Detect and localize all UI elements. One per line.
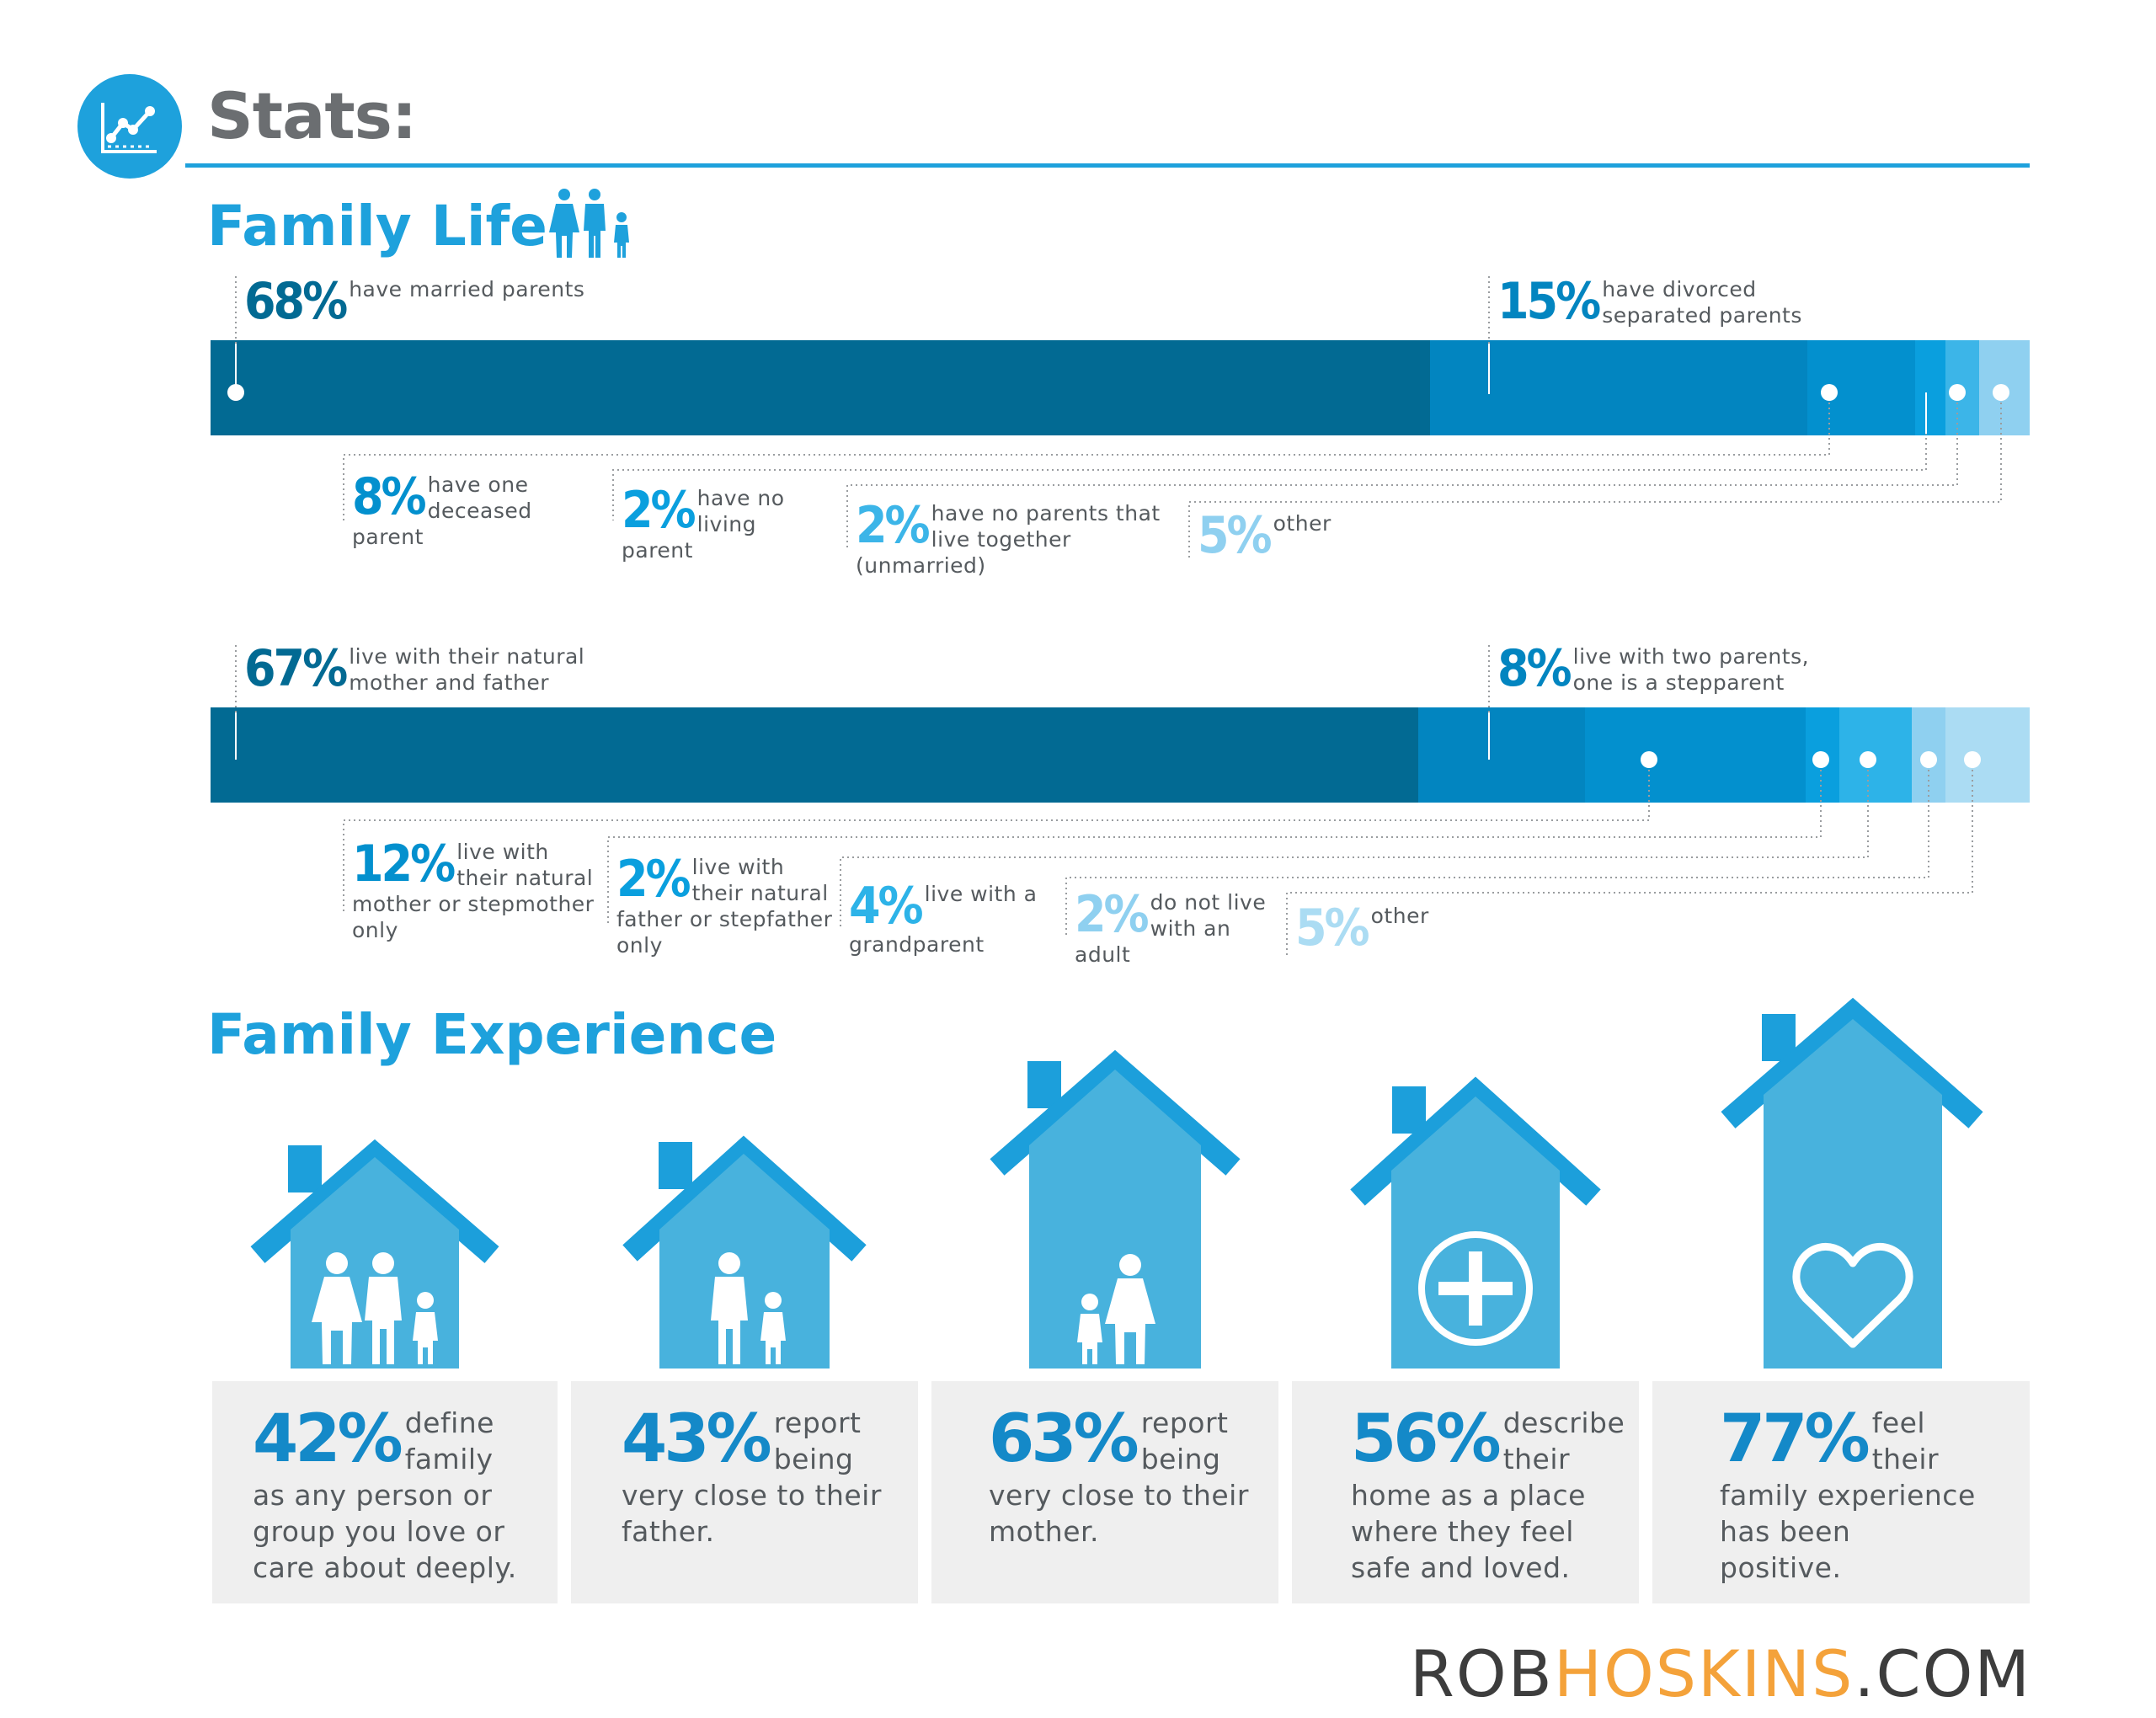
- bar-segment-stepparent: [1418, 707, 1585, 803]
- house-mother-child-icon: [990, 1049, 1241, 1369]
- stat-label: other: [1370, 904, 1429, 928]
- bar-segment-mother-only: [1585, 707, 1806, 803]
- stat-label: have divorced separated parents: [1602, 277, 1802, 328]
- footer-brand[interactable]: ROBHOSKINS.COM: [1410, 1642, 2031, 1706]
- card-bg: [212, 1381, 558, 1603]
- stat-value: 5%: [1295, 899, 1370, 958]
- experience-stat-1: 42% define family as any person or group…: [253, 1405, 531, 1586]
- family-icon: [549, 189, 629, 258]
- line-chart-icon: [101, 103, 157, 153]
- experience-stat-5: 77% feel their family experience has bee…: [1720, 1405, 1981, 1586]
- stat-value: 2%: [616, 850, 691, 909]
- stat-label: have married parents: [349, 277, 585, 301]
- stat-label: live with a grandparent: [849, 882, 1038, 957]
- stat-value: 43%: [622, 1401, 772, 1477]
- stat-value: 8%: [352, 467, 427, 526]
- stat-label: live with their natural mother and fathe…: [349, 644, 585, 695]
- marker-dot: [1920, 751, 1937, 768]
- card-bg: [1652, 1381, 2030, 1603]
- stat-label: have one deceased parent: [352, 472, 532, 549]
- section-title-family-life: Family Life: [207, 194, 547, 259]
- experience-stat-2: 43% report being very close to their fat…: [622, 1405, 899, 1550]
- bar-segment-grandparent: [1839, 707, 1912, 803]
- marker-dot: [1949, 384, 1966, 401]
- stat-text: feel their family experience has been po…: [1720, 1406, 1976, 1584]
- stat-deceased: 8% have one deceased parent: [352, 472, 596, 550]
- stat-value: 2%: [856, 496, 931, 555]
- stat-value: 77%: [1720, 1401, 1870, 1477]
- bar-chart-parents: [211, 340, 2030, 435]
- experience-stat-4: 56% describe their home as a place where…: [1351, 1405, 1629, 1586]
- bar-segment-no-living: [1915, 340, 1945, 435]
- stat-text: report being very close to their father.: [622, 1406, 882, 1548]
- footer-brand-rob: ROB: [1410, 1636, 1554, 1711]
- house-family-icon: [250, 1139, 499, 1369]
- bar-segment-natural-parents: [211, 707, 1418, 803]
- card-bg: [931, 1381, 1278, 1603]
- stat-other: 5% other: [1198, 510, 1366, 561]
- stat-value: 63%: [989, 1401, 1139, 1477]
- bar-chart-living: [211, 707, 2030, 803]
- marker-dot: [1860, 751, 1876, 768]
- card-bg: [571, 1381, 918, 1603]
- footer-brand-hoskins: HOSKINS: [1553, 1636, 1854, 1711]
- stat-value: 15%: [1497, 272, 1601, 331]
- stat-value: 42%: [253, 1401, 403, 1477]
- house-icons: [250, 997, 1983, 1369]
- stat-grandparent: 4% live with a grandparent: [849, 881, 1051, 958]
- card-bg: [1292, 1381, 1639, 1603]
- stat-label: live with their natural mother or stepmo…: [352, 840, 595, 942]
- stat-mother-only: 12% live with their natural mother or st…: [352, 839, 596, 943]
- stat-no-living: 2% have no living parent: [622, 485, 832, 563]
- stat-value: 8%: [1497, 639, 1572, 698]
- experience-stat-3: 63% report being very close to their mot…: [989, 1405, 1267, 1550]
- bar-segment-other-2: [1945, 707, 2030, 803]
- stat-divorced: 15% have divorced separated parents: [1497, 276, 1868, 328]
- stat-text: report being very close to their mother.: [989, 1406, 1249, 1548]
- stat-married: 68% have married parents: [244, 276, 716, 327]
- stat-natural-parents: 67% live with their natural mother and f…: [244, 643, 615, 696]
- stat-value: 12%: [352, 835, 456, 894]
- stat-value: 4%: [849, 877, 924, 936]
- marker-dot: [227, 384, 244, 401]
- stat-label: live with two parents, one is a steppare…: [1572, 644, 1810, 695]
- stat-unmarried: 2% have no parents that live together (u…: [856, 500, 1176, 579]
- footer-brand-com: .COM: [1854, 1636, 2031, 1711]
- stat-text: describe their home as a place where the…: [1351, 1406, 1625, 1584]
- marker-dot: [1964, 751, 1981, 768]
- house-plus-icon: [1350, 1076, 1601, 1369]
- stat-value: 67%: [244, 639, 348, 698]
- stat-other-2: 5% other: [1295, 903, 1464, 953]
- stat-label: have no living parent: [622, 486, 785, 563]
- stat-value: 68%: [244, 272, 348, 331]
- stat-stepparent: 8% live with two parents, one is a stepp…: [1497, 643, 1851, 696]
- stat-label: live with their natural father or stepfa…: [616, 855, 833, 958]
- page-title: Stats:: [207, 78, 417, 153]
- stat-no-adult: 2% do not live with an adult: [1075, 889, 1277, 968]
- stats-badge: [77, 74, 182, 179]
- stat-label: have no parents that live together (unma…: [856, 501, 1161, 578]
- stat-value: 56%: [1351, 1401, 1502, 1477]
- house-father-child-icon: [622, 1135, 867, 1369]
- bar-segment-married: [211, 340, 1430, 435]
- house-heart-icon: [1721, 997, 1983, 1369]
- stat-label: do not live with an adult: [1075, 890, 1267, 967]
- header-rule: [185, 163, 2030, 168]
- stat-father-only: 2% live with their natural father or ste…: [616, 854, 835, 958]
- stat-value: 2%: [1075, 885, 1150, 944]
- stat-label: other: [1273, 511, 1331, 536]
- section-title-family-experience: Family Experience: [207, 1002, 777, 1067]
- stat-value: 5%: [1198, 506, 1273, 565]
- bar-segment-divorced: [1430, 340, 1807, 435]
- marker-dot: [1821, 384, 1838, 401]
- marker-dot: [1641, 751, 1657, 768]
- marker-dot: [1812, 751, 1829, 768]
- stat-text: define family as any person or group you…: [253, 1406, 517, 1584]
- marker-dot: [1993, 384, 2009, 401]
- stat-value: 2%: [622, 481, 696, 540]
